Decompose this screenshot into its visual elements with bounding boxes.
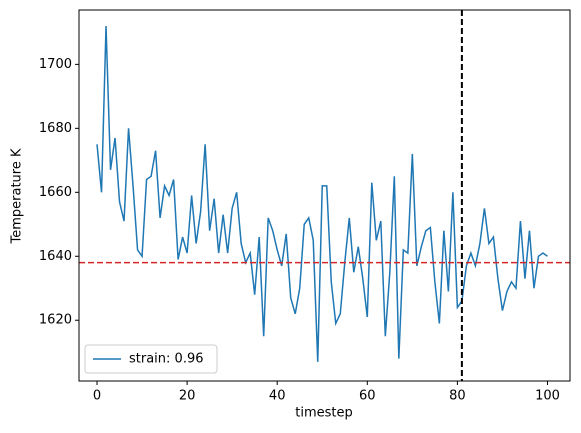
x-tick-label: 20 <box>179 389 196 404</box>
legend-box <box>84 344 218 374</box>
x-tick-label: 40 <box>269 389 286 404</box>
y-tick-label: 1640 <box>39 249 72 264</box>
y-tick-label: 1620 <box>39 313 72 328</box>
line-series <box>96 25 548 362</box>
x-tick-label: 100 <box>535 389 560 404</box>
y-tick-label: 1660 <box>39 185 72 200</box>
x-axis-label: timestep <box>295 406 353 421</box>
legend-label: strain: 0.96 <box>129 352 204 367</box>
y-tick-label: 1700 <box>39 57 72 72</box>
x-tick-label: 60 <box>359 389 376 404</box>
x-tick-label: 80 <box>449 389 466 404</box>
y-axis-label: Temperature K <box>10 148 25 244</box>
plot-frame <box>78 9 571 382</box>
y-tick-label: 1680 <box>39 121 72 136</box>
x-tick-label: 0 <box>93 389 101 404</box>
